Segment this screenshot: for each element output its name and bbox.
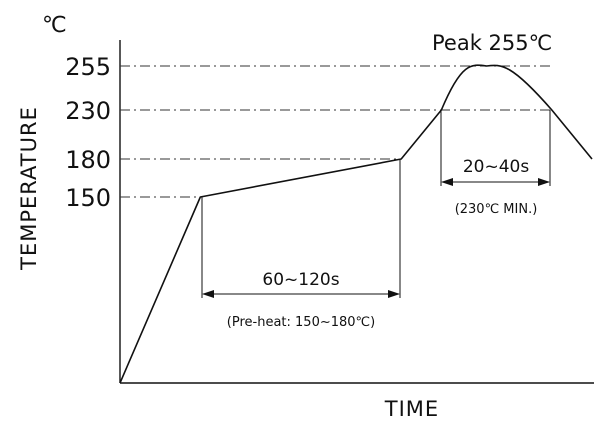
reflow-duration-label: 20~40s (463, 157, 530, 177)
y-tick-label-255: 255 (65, 53, 111, 81)
y-tick-label-180: 180 (65, 146, 111, 174)
y-tick-label-230: 230 (65, 97, 111, 125)
y-unit-label: ℃ (42, 13, 67, 38)
y-tick-label-150: 150 (65, 184, 111, 212)
x-axis-title: TIME (384, 397, 439, 421)
reflow-note-label: (230℃ MIN.) (455, 202, 538, 217)
y-axis-title: TEMPERATURE (17, 106, 41, 271)
peak-label: Peak 255℃ (432, 31, 552, 55)
preheat-note-label: (Pre-heat: 150~180℃) (227, 315, 375, 330)
series-line-profile (119, 64, 593, 384)
preheat-duration-label: 60~120s (262, 270, 339, 290)
